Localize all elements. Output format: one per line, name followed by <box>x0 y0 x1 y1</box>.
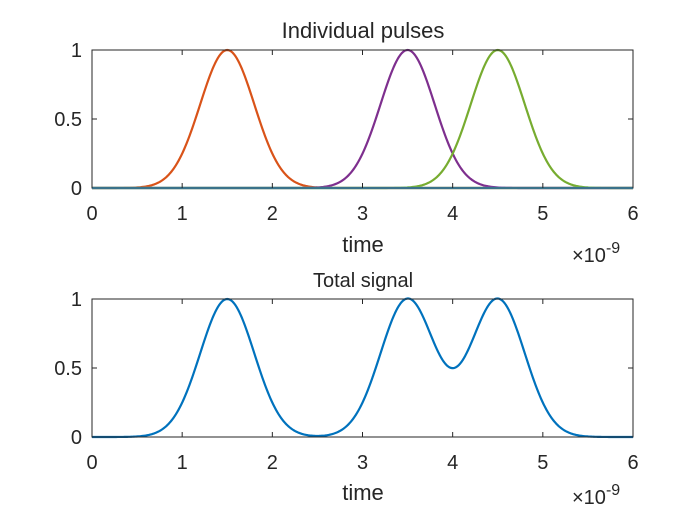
x-tick-label: 3 <box>357 452 368 474</box>
tick-marks <box>91 298 634 438</box>
y-tick-label: 0.5 <box>54 109 82 131</box>
x-exponent-power: -9 <box>606 240 620 257</box>
y-tick-label: 1 <box>71 40 82 62</box>
x-axis-label: time <box>342 232 384 257</box>
x-tick-label: 0 <box>86 452 97 474</box>
x-tick-label: 2 <box>267 452 278 474</box>
x-tick-label: 5 <box>537 452 548 474</box>
x-tick-label: 2 <box>267 203 278 225</box>
x-exponent-base: ×10 <box>572 245 606 267</box>
x-tick-labels: 0 1 2 3 4 5 6 <box>86 203 638 225</box>
y-tick-label: 0.5 <box>54 358 82 380</box>
x-tick-labels: 0 1 2 3 4 5 6 <box>86 452 638 474</box>
x-exponent-base: ×10 <box>572 487 606 509</box>
y-tick-labels: 00.51 <box>54 40 82 200</box>
chart-title: Total signal <box>313 270 413 292</box>
x-tick-label: 4 <box>447 452 458 474</box>
x-tick-label: 6 <box>627 203 638 225</box>
y-tick-label: 0 <box>71 178 82 200</box>
x-tick-label: 0 <box>86 203 97 225</box>
y-tick-labels: 00.51 <box>54 289 82 449</box>
y-tick-label: 0 <box>71 427 82 449</box>
x-tick-label: 4 <box>447 203 458 225</box>
x-tick-label: 3 <box>357 203 368 225</box>
x-tick-label: 1 <box>177 452 188 474</box>
tick-marks <box>91 49 634 189</box>
x-exponent-label: ×10-9 <box>572 482 620 509</box>
y-tick-label: 1 <box>71 289 82 311</box>
x-tick-label: 6 <box>627 452 638 474</box>
x-axis-label: time <box>342 480 384 505</box>
series-line <box>92 297 633 439</box>
plot-lines <box>92 297 633 439</box>
x-exponent-power: -9 <box>606 482 620 499</box>
chart-title: Individual pulses <box>282 18 445 43</box>
x-tick-label: 5 <box>537 203 548 225</box>
x-exponent-label: ×10-9 <box>572 240 620 267</box>
x-tick-label: 1 <box>177 203 188 225</box>
